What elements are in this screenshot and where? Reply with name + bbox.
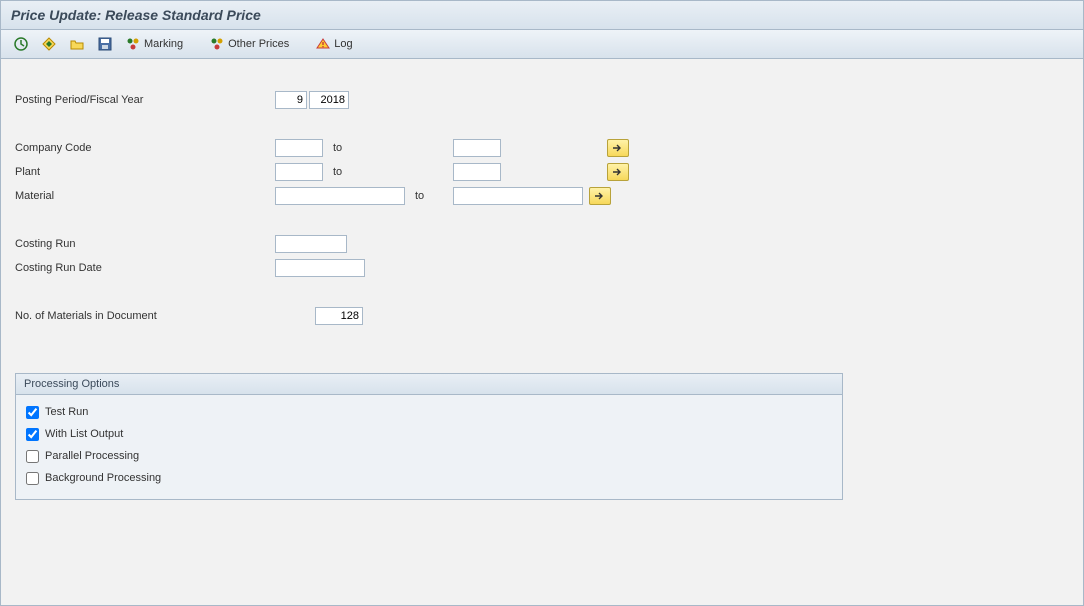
label-background: Background Processing	[45, 472, 161, 484]
execute-button[interactable]	[9, 34, 33, 54]
row-costing-run-date: Costing Run Date	[15, 257, 1069, 279]
label-to-2: to	[323, 166, 453, 178]
plant-to-field[interactable]	[453, 163, 501, 181]
period-field[interactable]	[275, 91, 307, 109]
company-code-multi-button[interactable]	[607, 139, 629, 157]
background-checkbox[interactable]	[26, 472, 39, 485]
marking-label: Marking	[144, 38, 183, 50]
label-material: Material	[15, 190, 275, 202]
with-list-checkbox[interactable]	[26, 428, 39, 441]
clock-execute-icon	[13, 36, 29, 52]
marking-icon	[125, 36, 141, 52]
row-test-run: Test Run	[26, 401, 832, 423]
arrow-right-icon	[594, 191, 606, 201]
costing-run-field[interactable]	[275, 235, 347, 253]
row-no-materials: No. of Materials in Document	[15, 305, 1069, 327]
log-label: Log	[334, 38, 352, 50]
label-posting-period: Posting Period/Fiscal Year	[15, 94, 275, 106]
parallel-checkbox[interactable]	[26, 450, 39, 463]
label-costing-run: Costing Run	[15, 238, 275, 250]
other-prices-icon	[209, 36, 225, 52]
arrow-right-icon	[612, 143, 624, 153]
material-from-field[interactable]	[275, 187, 405, 205]
material-to-field[interactable]	[453, 187, 583, 205]
label-test-run: Test Run	[45, 406, 88, 418]
label-plant: Plant	[15, 166, 275, 178]
label-parallel: Parallel Processing	[45, 450, 139, 462]
other-prices-button[interactable]: Other Prices	[205, 34, 293, 54]
row-plant: Plant to	[15, 161, 1069, 183]
folder-icon	[69, 36, 85, 52]
log-icon	[315, 36, 331, 52]
toolbar: Marking Other Prices Log	[1, 30, 1083, 59]
save-icon	[97, 36, 113, 52]
test-run-checkbox[interactable]	[26, 406, 39, 419]
plant-multi-button[interactable]	[607, 163, 629, 181]
label-with-list: With List Output	[45, 428, 123, 440]
log-button[interactable]: Log	[311, 34, 356, 54]
row-posting-period: Posting Period/Fiscal Year	[15, 89, 1069, 111]
arrow-right-icon	[612, 167, 624, 177]
get-variant-button[interactable]	[65, 34, 89, 54]
save-button[interactable]	[93, 34, 117, 54]
material-multi-button[interactable]	[589, 187, 611, 205]
group-title: Processing Options	[16, 374, 842, 395]
company-code-to-field[interactable]	[453, 139, 501, 157]
diamond-execute-icon	[41, 36, 57, 52]
row-company-code: Company Code to	[15, 137, 1069, 159]
costing-run-date-field[interactable]	[275, 259, 365, 277]
content-area: Posting Period/Fiscal Year Company Code …	[1, 59, 1083, 510]
row-material: Material to	[15, 185, 1069, 207]
plant-from-field[interactable]	[275, 163, 323, 181]
other-prices-label: Other Prices	[228, 38, 289, 50]
row-with-list: With List Output	[26, 423, 832, 445]
label-to-1: to	[323, 142, 453, 154]
processing-options-group: Processing Options Test Run With List Ou…	[15, 373, 843, 500]
marking-button[interactable]: Marking	[121, 34, 187, 54]
label-company-code: Company Code	[15, 142, 275, 154]
row-parallel: Parallel Processing	[26, 445, 832, 467]
label-no-materials: No. of Materials in Document	[15, 310, 315, 322]
company-code-from-field[interactable]	[275, 139, 323, 157]
group-body: Test Run With List Output Parallel Proce…	[16, 395, 842, 499]
variant-button[interactable]	[37, 34, 61, 54]
page-title: Price Update: Release Standard Price	[11, 7, 261, 23]
row-background: Background Processing	[26, 467, 832, 489]
row-costing-run: Costing Run	[15, 233, 1069, 255]
app-window: Price Update: Release Standard Price	[0, 0, 1084, 606]
year-field[interactable]	[309, 91, 349, 109]
label-to-3: to	[405, 190, 453, 202]
no-materials-field[interactable]	[315, 307, 363, 325]
label-costing-run-date: Costing Run Date	[15, 262, 275, 274]
title-bar: Price Update: Release Standard Price	[1, 1, 1083, 30]
